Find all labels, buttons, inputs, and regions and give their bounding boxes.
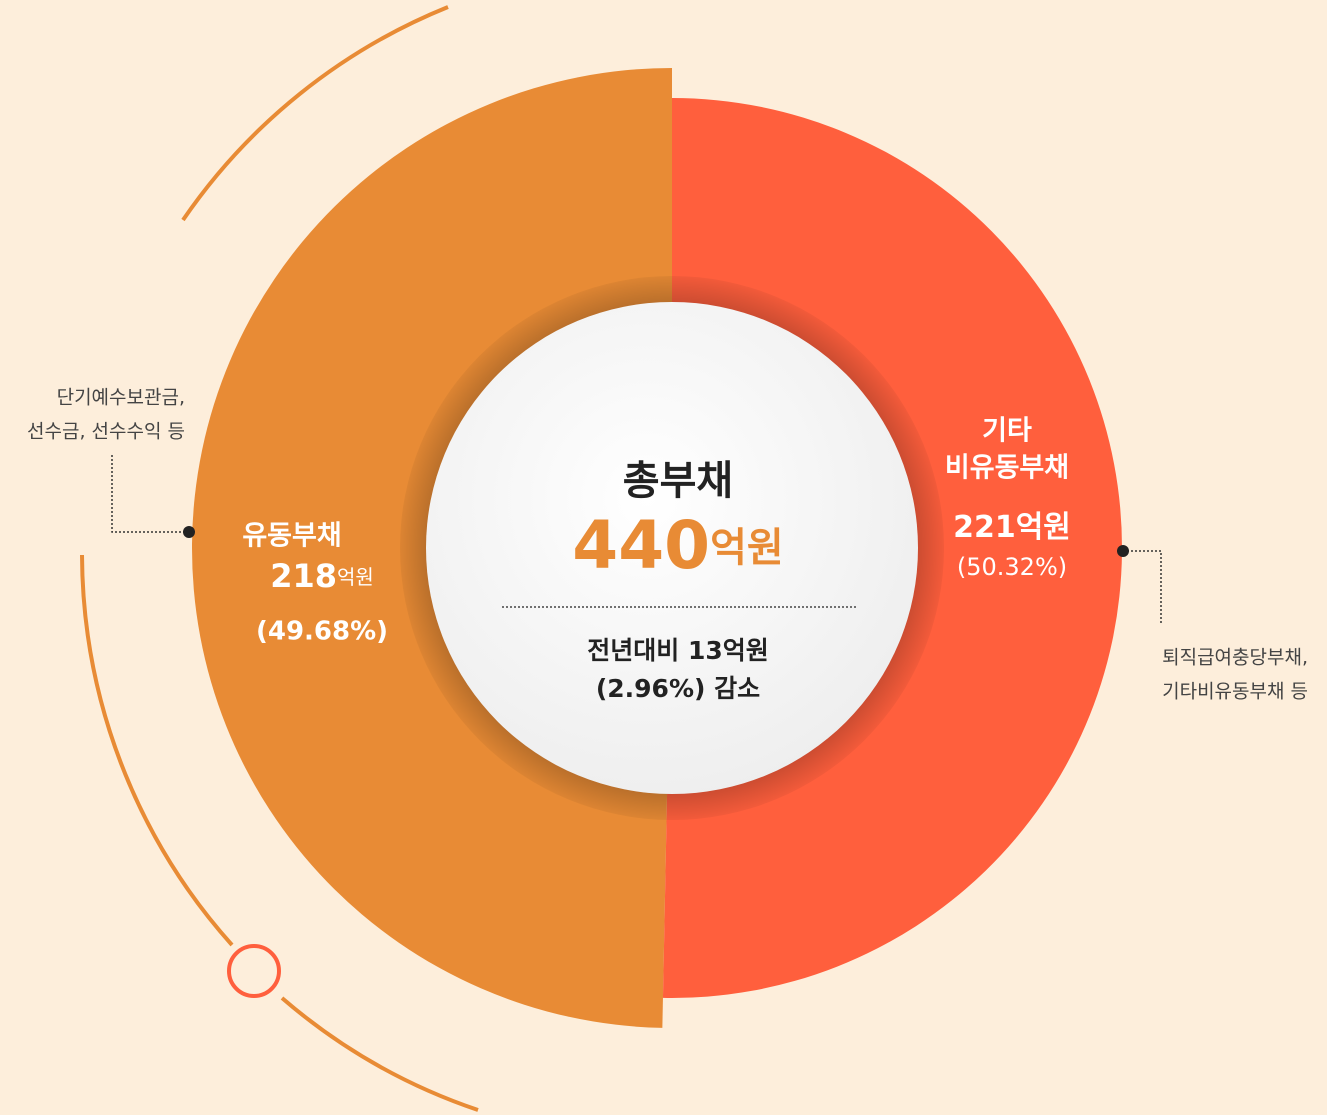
unit: 억원 xyxy=(710,525,784,571)
slice-percent: (49.68%) xyxy=(256,617,388,647)
unit: 억원 xyxy=(337,565,374,589)
note: 단기예수보관금, xyxy=(57,387,185,409)
amount: 221 xyxy=(953,510,1016,545)
change-text: 전년대비 13억원 xyxy=(587,636,769,665)
total: 440 xyxy=(572,507,710,584)
note: 선수금, 선수수익 등 xyxy=(27,421,185,443)
amount: 218 xyxy=(270,557,337,595)
connectors xyxy=(111,455,1162,625)
slice-name: 비유동부채 xyxy=(945,453,1069,484)
slice-name: 유동부채 xyxy=(242,521,341,552)
slice-amount: 221억원 xyxy=(953,510,1071,545)
center-total: 440억원 xyxy=(572,507,783,584)
unit: 억원 xyxy=(1016,510,1071,545)
connector-dot xyxy=(183,526,195,538)
slice-amount: 218억원 xyxy=(270,557,374,595)
change-text: (2.96%) 감소 xyxy=(596,674,760,703)
note: 퇴직급여충당부채, xyxy=(1162,647,1308,669)
center-circle xyxy=(426,302,918,794)
note: 기타비유동부채 등 xyxy=(1162,681,1308,703)
slice-name: 기타 xyxy=(982,416,1032,447)
connector-dot xyxy=(1117,545,1129,557)
slice-percent: (50.32%) xyxy=(957,553,1067,581)
decor-arcs xyxy=(80,5,479,1112)
center-title: 총부채 xyxy=(623,458,733,504)
